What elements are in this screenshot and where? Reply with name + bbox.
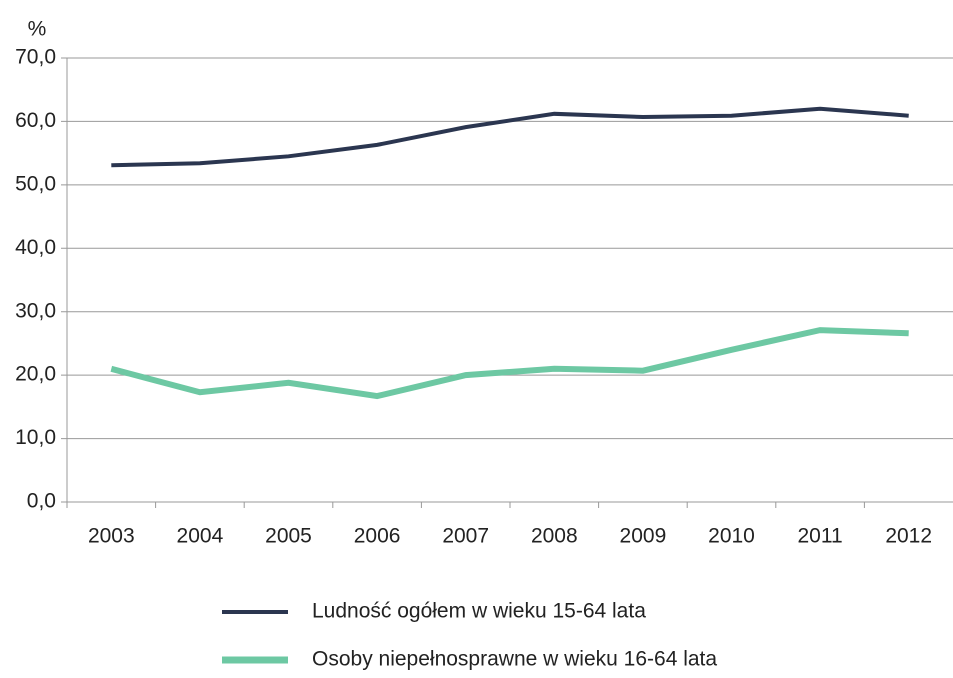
y-tick-label: 30,0 <box>15 299 56 322</box>
x-tick-label: 2011 <box>798 525 843 548</box>
x-tick-label: 2010 <box>708 525 755 548</box>
x-tick-label: 2003 <box>88 525 135 548</box>
y-tick-label: 70,0 <box>15 46 56 69</box>
y-tick-label: 50,0 <box>15 172 56 195</box>
legend-label: Ludność ogółem w wieku 15-64 lata <box>312 600 646 623</box>
series-line <box>111 106 909 168</box>
y-tick-label: 20,0 <box>15 363 56 386</box>
x-tick-label: 2006 <box>354 525 401 548</box>
legend-label: Osoby niepełnosprawne w wieku 16-64 lata <box>312 648 717 671</box>
y-tick-label: 10,0 <box>15 426 56 449</box>
y-tick-label: 0,0 <box>27 490 56 513</box>
x-tick-label: 2012 <box>885 525 932 548</box>
x-tick-label: 2009 <box>620 525 667 548</box>
y-tick-label: 40,0 <box>15 236 56 259</box>
y-tick-label: 60,0 <box>15 109 56 132</box>
x-tick-label: 2005 <box>265 525 312 548</box>
x-tick-label: 2007 <box>442 525 489 548</box>
y-axis-label: % <box>28 18 47 41</box>
series-line <box>110 327 909 400</box>
x-tick-label: 2008 <box>531 525 578 548</box>
x-tick-label: 2004 <box>177 525 224 548</box>
